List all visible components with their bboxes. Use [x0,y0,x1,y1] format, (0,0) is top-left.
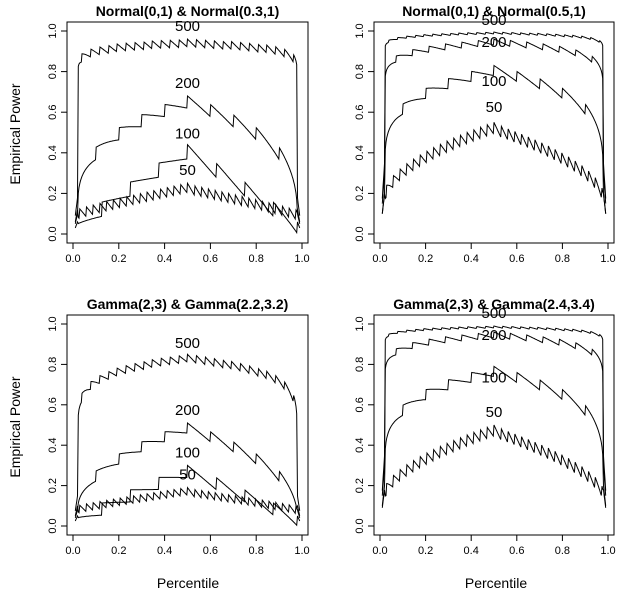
chart-title: Gamma(2,3) & Gamma(2.4,3.4) [393,296,595,312]
series-line-200 [74,421,301,519]
x-tick-label: 0.4 [464,253,479,265]
x-tick-label: 0.0 [372,253,387,265]
y-tick-label: 0.6 [47,105,59,120]
series-label-500: 500 [175,18,200,35]
series-line-500 [74,37,301,216]
x-tick-label: 0.8 [249,253,264,265]
series-line-500 [381,325,607,491]
y-tick-label: 0.0 [354,518,366,533]
chart-panel-4: Gamma(2,3) & Gamma(2.4,3.4) 0.0 0.2 0.4 0.6 0… [354,296,616,557]
series-line-50 [381,122,607,214]
x-tick-label: 0.6 [203,545,218,557]
chart-panel-3: Gamma(2,3) & Gamma(2.2,3.2) 0.0 0.2 0.4 0.6 0… [47,296,310,557]
x-tick-label: 0.0 [65,545,80,557]
plot-frame [373,21,615,244]
x-tick-label: 0.2 [418,545,433,557]
x-axis-label-left: Percentile [157,575,219,591]
series-label-500: 500 [481,305,506,322]
series-label-50: 50 [486,99,503,116]
series-label-50: 50 [486,404,503,421]
y-tick-label: 0.0 [47,518,59,533]
y-tick-label: 0.6 [47,397,59,412]
x-tick-label: 0.6 [509,253,524,265]
x-tick-label: 0.0 [372,545,387,557]
x-tick-label: 0.8 [555,545,570,557]
x-tick-label: 0.2 [111,545,126,557]
y-tick-label: 0.0 [47,226,59,241]
y-tick-label: 0.4 [354,438,366,453]
chart-panel-1: Normal(0,1) & Normal(0.3,1) 0.0 0.2 0.4 0.6 0… [47,3,310,265]
y-tick-label: 0.8 [354,64,366,79]
series-label-500: 500 [481,12,506,29]
y-tick-label: 0.8 [47,64,59,79]
y-tick-label: 0.4 [354,145,366,160]
x-tick-label: 0.2 [418,253,433,265]
y-axis-label-bottom: Empirical Power [7,376,23,477]
y-tick-label: 0.2 [354,186,366,201]
x-tick-label: 1.0 [294,253,309,265]
x-tick-label: 0.6 [203,253,218,265]
y-tick-label: 1.0 [47,316,59,331]
x-tick-label: 1.0 [600,253,615,265]
y-tick-label: 0.2 [354,478,366,493]
chart-title: Normal(0,1) & Normal(0.3,1) [96,3,280,19]
series-label-200: 200 [481,327,506,344]
chart-panel-2: Normal(0,1) & Normal(0.5,1) 0.0 0.2 0.4 0.6 0… [354,3,616,265]
series-label-100: 100 [481,73,506,90]
y-tick-label: 0.6 [354,105,366,120]
x-axis-label-right: Percentile [465,575,527,591]
x-tick-label: 0.4 [157,545,172,557]
plot-frame [66,314,309,536]
y-tick-label: 0.8 [354,357,366,372]
x-tick-label: 0.4 [157,253,172,265]
x-tick-label: 0.2 [111,253,126,265]
chart-title: Gamma(2,3) & Gamma(2.2,3.2) [87,296,289,312]
y-tick-label: 1.0 [354,23,366,38]
y-tick-label: 0.4 [47,145,59,160]
series-line-100 [381,64,607,214]
series-label-100: 100 [481,370,506,387]
series-line-200 [381,38,607,204]
series-line-50 [381,424,607,508]
x-tick-label: 0.0 [65,253,80,265]
x-tick-label: 0.8 [249,545,264,557]
series-label-200: 200 [481,34,506,51]
x-tick-label: 0.6 [509,545,524,557]
series-line-500 [74,353,301,511]
x-tick-label: 0.8 [555,253,570,265]
x-tick-label: 1.0 [294,545,309,557]
series-line-200 [381,331,607,496]
y-tick-label: 0.4 [47,438,59,453]
series-label-100: 100 [175,444,200,461]
series-line-50 [74,486,301,517]
y-tick-label: 1.0 [47,23,59,38]
series-label-100: 100 [175,126,200,143]
y-tick-label: 0.6 [354,397,366,412]
chart-title: Normal(0,1) & Normal(0.5,1) [402,3,586,19]
x-tick-label: 1.0 [600,545,615,557]
series-label-500: 500 [175,335,200,352]
y-tick-label: 0.8 [47,357,59,372]
series-line-50 [74,181,301,222]
x-tick-label: 0.4 [464,545,479,557]
series-label-50: 50 [179,162,196,179]
y-tick-label: 0.2 [47,186,59,201]
y-tick-label: 1.0 [354,316,366,331]
y-axis-label-top: Empirical Power [7,83,23,184]
y-tick-label: 0.2 [47,478,59,493]
series-label-200: 200 [175,75,200,92]
series-line-500 [381,31,607,199]
plot-frame [66,21,309,244]
series-line-100 [381,365,607,506]
series-label-200: 200 [175,402,200,419]
series-label-50: 50 [179,467,196,484]
y-tick-label: 0.0 [354,226,366,241]
plot-frame [373,314,615,536]
series-line-200 [74,94,301,224]
